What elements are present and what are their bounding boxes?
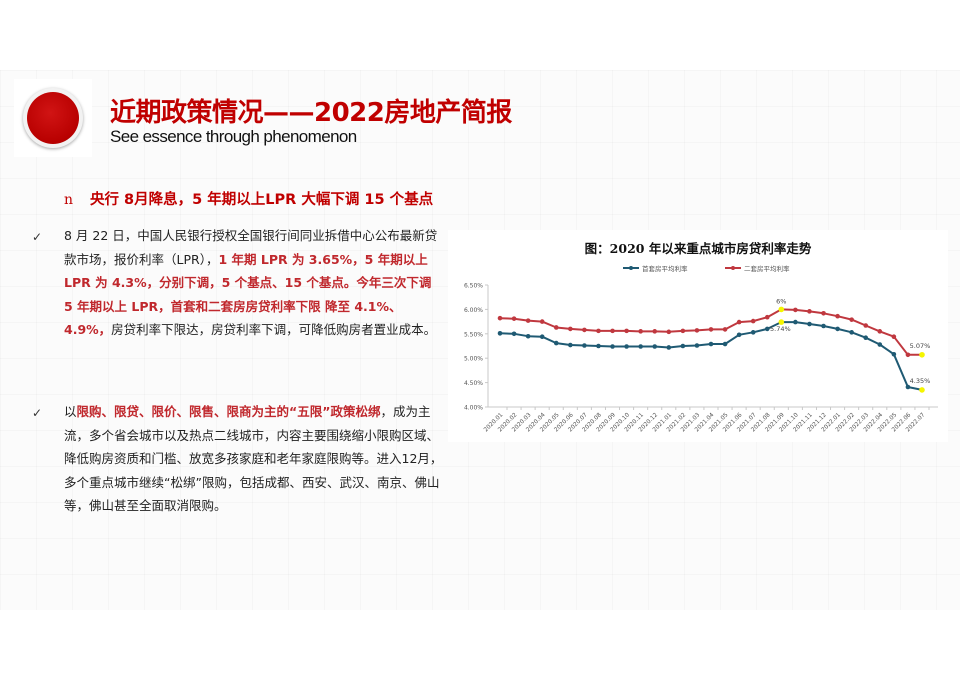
- data-point: [722, 327, 728, 332]
- paragraph-text: ，成为主流，多个省会城市以及热点二线城市，内容主要围绕缩小限购区域、降低购房资质…: [64, 404, 443, 513]
- paragraph-text: 8 月 22 日，中国人民银行授权全国银行间同业拆借中心公布最新贷款市场，报价利…: [64, 228, 438, 267]
- data-point: [610, 344, 615, 349]
- data-point: [764, 314, 770, 320]
- data-point: [680, 343, 686, 349]
- headline-text: 央行 8月降息，5 年期以上LPR 大幅下调 15 个基点: [90, 192, 434, 208]
- legend-label: 二套房平均利率: [744, 264, 790, 273]
- data-point: [905, 352, 911, 358]
- data-point: [582, 327, 587, 333]
- data-point: [821, 311, 826, 316]
- y-tick-label: 6.00%: [464, 307, 483, 314]
- data-point: [877, 342, 883, 347]
- legend-marker-icon: [731, 266, 735, 270]
- bullet-icon: n: [64, 192, 74, 208]
- highlight-point: [919, 387, 925, 393]
- check-icon: ✓: [32, 406, 43, 420]
- data-point: [539, 319, 545, 324]
- data-point: [624, 328, 629, 334]
- data-point: [807, 309, 812, 314]
- data-point: [652, 344, 658, 349]
- data-point: [666, 345, 672, 350]
- paragraph-text: 以: [64, 404, 77, 419]
- data-point: [582, 343, 587, 348]
- data-point: [525, 333, 531, 339]
- data-point: [793, 319, 798, 325]
- check-icon: ✓: [32, 230, 43, 244]
- y-tick-label: 6.50%: [464, 283, 483, 290]
- y-tick-label: 5.00%: [464, 356, 483, 363]
- data-point: [736, 319, 742, 325]
- data-point: [553, 325, 559, 330]
- data-point: [863, 323, 869, 328]
- data-point: [596, 343, 601, 349]
- legend-marker-icon: [629, 266, 633, 270]
- logo-ring: [23, 88, 83, 148]
- data-point: [511, 316, 517, 321]
- data-point: [638, 329, 643, 334]
- data-point: [863, 335, 869, 341]
- red-circle-icon: [27, 92, 79, 144]
- data-label: 5.07%: [910, 342, 931, 350]
- data-point: [807, 321, 812, 327]
- data-point: [497, 315, 503, 321]
- data-point: [624, 344, 629, 349]
- data-point: [835, 313, 840, 319]
- data-point: [736, 332, 742, 338]
- data-point: [764, 326, 770, 332]
- data-point: [539, 334, 545, 340]
- data-label: 4.35%: [910, 377, 931, 385]
- data-point: [891, 351, 897, 357]
- data-point: [708, 341, 714, 347]
- data-point: [680, 328, 686, 334]
- data-point: [793, 307, 798, 313]
- data-point: [891, 334, 897, 340]
- paragraph-highlight: 限购、限贷、限价、限售、限商为主的“五限”政策松绑: [76, 404, 381, 419]
- data-point: [610, 328, 615, 334]
- headline: n 央行 8月降息，5 年期以上LPR 大幅下调 15 个基点: [64, 188, 433, 209]
- data-point: [849, 330, 854, 335]
- highlight-point: [778, 319, 785, 325]
- data-point: [568, 326, 573, 332]
- data-point: [708, 327, 714, 332]
- data-point: [722, 341, 728, 347]
- page-title: 近期政策情况——2022房地产简报: [110, 98, 512, 128]
- mortgage-rate-chart: 图：2020 年以来重点城市房贷利率走势首套房平均利率 二套房平均利率 6.50% 6…: [448, 230, 948, 442]
- data-label: 5.74%: [770, 325, 791, 333]
- series-line: [499, 308, 922, 356]
- legend-label: 首套房平均利率: [642, 264, 688, 273]
- highlight-point: [778, 306, 785, 313]
- y-tick-label: 4.00%: [464, 405, 483, 412]
- data-point: [905, 384, 911, 390]
- highlight-point: [919, 351, 925, 358]
- paragraph-lpr: 8 月 22 日，中国人民银行授权全国银行间同业拆借中心公布最新贷款市场，报价利…: [64, 224, 444, 342]
- y-tick-label: 5.50%: [464, 331, 483, 338]
- chart-title: 图：2020 年以来重点城市房贷利率走势: [585, 241, 812, 256]
- data-point: [553, 340, 559, 346]
- data-point: [877, 329, 883, 334]
- data-point: [596, 328, 601, 334]
- data-point: [750, 330, 756, 335]
- series-line: [499, 321, 923, 391]
- data-point: [638, 344, 643, 349]
- page-subtitle: See essence through phenomenon: [110, 127, 357, 146]
- logo: [14, 79, 92, 157]
- data-point: [821, 323, 826, 329]
- data-point: [750, 318, 756, 324]
- paragraph-policy: 以限购、限贷、限价、限售、限商为主的“五限”政策松绑，成为主流，多个省会城市以及…: [64, 400, 444, 518]
- data-point: [849, 317, 854, 322]
- data-point: [835, 326, 840, 332]
- data-point: [511, 331, 517, 337]
- data-point: [694, 328, 700, 333]
- paragraph-text: 房贷利率下限达，房贷利率下调，可降低购房者置业成本。: [111, 322, 437, 337]
- y-tick-label: 4.50%: [464, 380, 483, 387]
- data-point: [568, 342, 573, 348]
- data-label: 6%: [776, 297, 786, 305]
- data-point: [652, 329, 658, 334]
- data-point: [694, 343, 700, 348]
- data-point: [525, 318, 531, 323]
- data-point: [666, 329, 672, 335]
- data-point: [497, 331, 503, 336]
- paragraph-highlight: 1 年期 LPR 为 3.65%，5 年期以上 LPR 为 4.3%，分别下调，…: [64, 251, 432, 338]
